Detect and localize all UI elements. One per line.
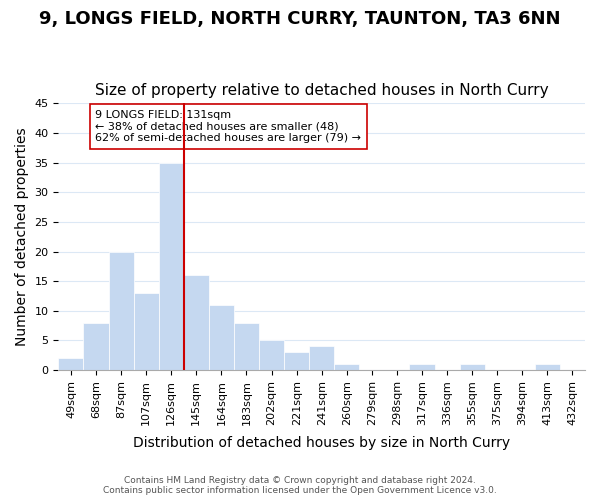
Bar [259, 340, 284, 370]
Bar [134, 293, 159, 370]
Text: Contains HM Land Registry data © Crown copyright and database right 2024.
Contai: Contains HM Land Registry data © Crown c… [103, 476, 497, 495]
Bar [159, 162, 184, 370]
Bar [109, 252, 134, 370]
Bar [409, 364, 434, 370]
Y-axis label: Number of detached properties: Number of detached properties [15, 128, 29, 346]
X-axis label: Distribution of detached houses by size in North Curry: Distribution of detached houses by size … [133, 436, 510, 450]
Bar [334, 364, 359, 370]
Bar [234, 322, 259, 370]
Bar [284, 352, 309, 370]
Bar [58, 358, 83, 370]
Bar [83, 322, 109, 370]
Bar [460, 364, 485, 370]
Bar [535, 364, 560, 370]
Bar [309, 346, 334, 370]
Bar [209, 305, 234, 370]
Text: 9, LONGS FIELD, NORTH CURRY, TAUNTON, TA3 6NN: 9, LONGS FIELD, NORTH CURRY, TAUNTON, TA… [39, 10, 561, 28]
Text: 9 LONGS FIELD: 131sqm
← 38% of detached houses are smaller (48)
62% of semi-deta: 9 LONGS FIELD: 131sqm ← 38% of detached … [95, 110, 361, 143]
Bar [184, 275, 209, 370]
Title: Size of property relative to detached houses in North Curry: Size of property relative to detached ho… [95, 83, 548, 98]
